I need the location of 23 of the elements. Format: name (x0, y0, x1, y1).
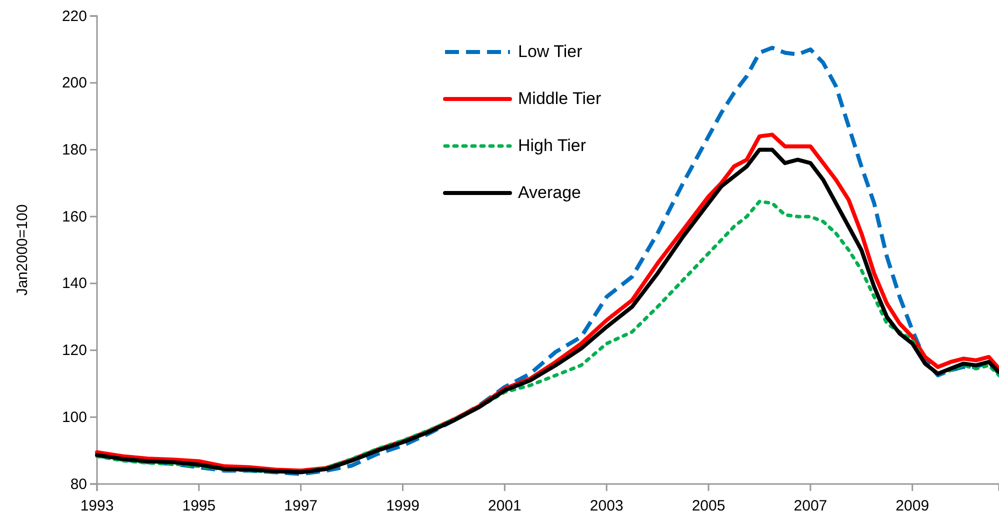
legend-label: Average (518, 183, 582, 202)
y-tick-label: 100 (62, 408, 87, 426)
x-tick-label: 1999 (386, 498, 420, 514)
y-tick-label: 120 (62, 342, 87, 360)
legend-label: High Tier (518, 136, 586, 155)
y-tick-label: 80 (70, 476, 87, 493)
y-tick-label: 160 (62, 208, 87, 226)
y-tick-label: 220 (62, 8, 87, 25)
x-tick-label: 2001 (488, 498, 522, 514)
x-tick-label: 2003 (590, 498, 624, 514)
x-tick-label: 2005 (692, 498, 726, 514)
line-series (95, 200, 999, 474)
x-tick-label: 1997 (284, 498, 318, 514)
x-tick-label: 1993 (80, 498, 114, 514)
x-tick-label: 2007 (794, 498, 828, 514)
y-tick-label: 180 (62, 142, 87, 159)
y-tick-label: 140 (62, 275, 87, 292)
legend-label: Low Tier (518, 42, 583, 61)
y-tick-label: 200 (62, 74, 87, 92)
legend-label: Middle Tier (518, 89, 602, 108)
x-tick-label: 2009 (896, 498, 930, 514)
y-axis-title: Jan2000=100 (14, 204, 31, 296)
x-tick-label: 1995 (182, 498, 216, 514)
